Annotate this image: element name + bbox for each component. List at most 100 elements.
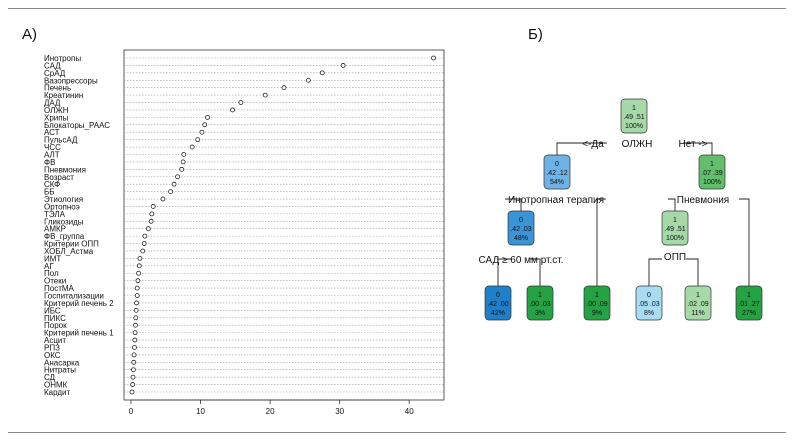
importance-point bbox=[133, 315, 139, 321]
variable-label: ОНМК bbox=[44, 381, 68, 390]
top-rule bbox=[8, 8, 786, 9]
node-percent: 27% bbox=[742, 310, 756, 317]
node-class: 1 bbox=[595, 292, 599, 299]
importance-point bbox=[130, 367, 136, 373]
importance-point bbox=[205, 114, 210, 120]
tree-edge bbox=[686, 258, 699, 286]
node-percent: 100% bbox=[703, 179, 721, 186]
variable-label: АСТ bbox=[44, 128, 60, 137]
importance-point bbox=[181, 152, 187, 157]
tree-node-box bbox=[684, 285, 712, 321]
node-class: 1 bbox=[538, 292, 542, 299]
bottom-rule bbox=[8, 432, 786, 433]
importance-point bbox=[133, 322, 138, 328]
node-class: 0 bbox=[647, 292, 651, 299]
split-label: ОЛЖН bbox=[622, 139, 653, 150]
node-probs: .42 .03 bbox=[510, 226, 532, 233]
variable-label: Критерий печень 2 bbox=[44, 299, 114, 308]
importance-point bbox=[171, 181, 177, 187]
variable-label: ОЛЖН bbox=[44, 106, 69, 115]
panel-b-label: Б) bbox=[528, 26, 543, 43]
importance-point bbox=[305, 77, 311, 83]
tree-edge bbox=[668, 198, 676, 211]
variable-label: Отеки bbox=[44, 277, 66, 286]
node-class: 0 bbox=[496, 292, 500, 299]
importance-point bbox=[131, 359, 137, 365]
variable-label: Критерии ОПП bbox=[44, 240, 99, 249]
panel-a-label: А) bbox=[22, 26, 37, 43]
node-percent: 48% bbox=[514, 235, 528, 242]
variable-label: ФВ bbox=[44, 158, 55, 167]
importance-point bbox=[148, 218, 154, 224]
node-percent: 11% bbox=[691, 310, 705, 317]
tree-edge bbox=[556, 142, 607, 155]
tree-node-box bbox=[620, 98, 648, 134]
variable-label: Возраст bbox=[44, 173, 74, 182]
node-probs: .49 .51 bbox=[664, 226, 686, 233]
variable-label: Этиология bbox=[44, 195, 83, 204]
importance-point bbox=[281, 85, 287, 91]
variable-label: Вазопрессоры bbox=[44, 76, 98, 85]
tree-node-box bbox=[698, 154, 726, 190]
variable-label: ИМТ bbox=[44, 254, 61, 263]
importance-point bbox=[230, 107, 235, 113]
variable-label: Госпитализации bbox=[44, 292, 104, 301]
importance-point bbox=[134, 293, 140, 298]
variable-label: Пневмония bbox=[44, 165, 86, 174]
importance-point bbox=[149, 211, 155, 217]
variable-label: ЧСС bbox=[44, 143, 61, 152]
importance-point bbox=[141, 241, 147, 246]
importance-point bbox=[136, 263, 142, 269]
variable-label: ИБС bbox=[44, 306, 61, 315]
importance-point bbox=[136, 270, 142, 276]
node-class: 0 bbox=[555, 161, 559, 168]
node-probs: .02 .09 bbox=[687, 301, 709, 308]
x-tick-label: 20 bbox=[266, 407, 275, 416]
variable-label: Хрипы bbox=[44, 113, 69, 122]
variable-label: АЛТ bbox=[44, 150, 60, 159]
node-class: 1 bbox=[710, 161, 714, 168]
importance-point bbox=[340, 63, 346, 68]
tree-node-box bbox=[635, 285, 663, 321]
importance-point bbox=[202, 122, 208, 128]
importance-point bbox=[132, 330, 138, 336]
node-class: 1 bbox=[632, 105, 636, 112]
tree-edge bbox=[683, 142, 713, 155]
importance-point bbox=[168, 189, 174, 195]
variable-label: ДАД bbox=[44, 99, 61, 108]
node-percent: 54% bbox=[550, 179, 564, 186]
node-percent: 9% bbox=[592, 310, 602, 317]
importance-point bbox=[199, 129, 205, 135]
split-label: САД ≥ 60 мм рт.ст. bbox=[478, 255, 563, 266]
tree-node-box bbox=[661, 210, 689, 246]
importance-point bbox=[189, 144, 195, 150]
variable-label: Гликозиды bbox=[44, 217, 84, 226]
node-probs: .05 .03 bbox=[638, 301, 660, 308]
variable-label: Креатинин bbox=[44, 91, 83, 100]
variable-label: ПульсАД bbox=[44, 136, 78, 145]
tree-node-box bbox=[484, 285, 512, 321]
variable-label: Блокаторы_РААС bbox=[44, 121, 110, 130]
variable-label: РПЗ bbox=[44, 343, 60, 352]
importance-point bbox=[160, 196, 166, 202]
x-tick-label: 0 bbox=[129, 407, 134, 416]
variable-label: ФВ_группа bbox=[44, 232, 85, 241]
tree-node-box bbox=[526, 285, 554, 321]
importance-point bbox=[195, 137, 201, 143]
node-class: 1 bbox=[696, 292, 700, 299]
node-percent: 3% bbox=[535, 310, 545, 317]
variable-label: Инотропы bbox=[44, 54, 81, 63]
split-label: Инотропная терапия bbox=[508, 195, 604, 206]
node-percent: 8% bbox=[644, 310, 654, 317]
variable-label: ПИКС bbox=[44, 314, 66, 323]
importance-point bbox=[130, 382, 136, 387]
variable-label: ТЭЛА bbox=[44, 210, 66, 219]
importance-point bbox=[431, 55, 436, 61]
variable-label: СД bbox=[44, 373, 56, 382]
tree-node-box bbox=[735, 285, 763, 321]
node-probs: .49 .51 bbox=[623, 114, 645, 121]
importance-point bbox=[134, 300, 139, 306]
importance-point bbox=[131, 352, 137, 358]
tree-edge bbox=[497, 258, 512, 286]
